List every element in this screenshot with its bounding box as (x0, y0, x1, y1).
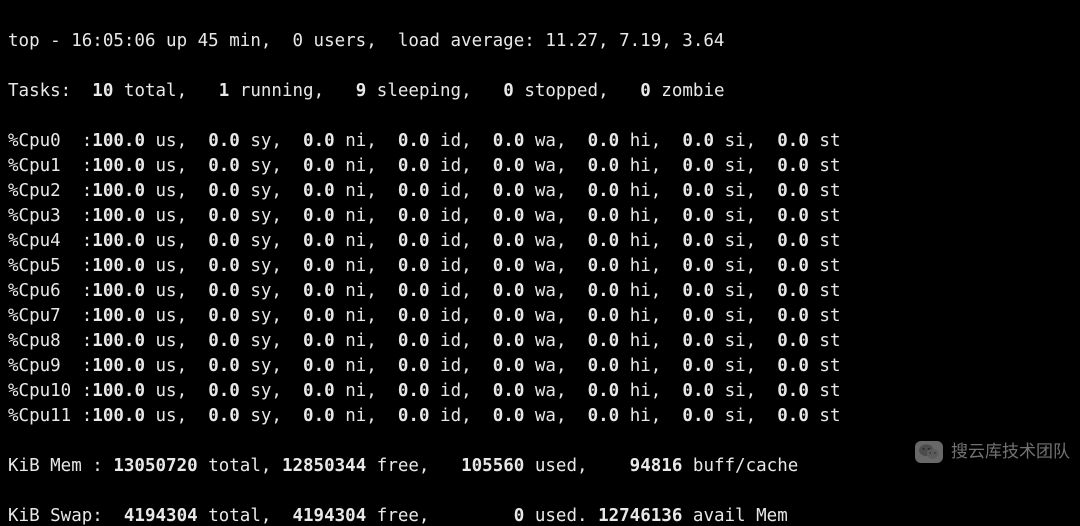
cpu-line: %Cpu4 :100.0 us, 0.0 sy, 0.0 ni, 0.0 id,… (8, 229, 1072, 254)
cpu-line: %Cpu1 :100.0 us, 0.0 sy, 0.0 ni, 0.0 id,… (8, 154, 1072, 179)
cpu-lines: %Cpu0 :100.0 us, 0.0 sy, 0.0 ni, 0.0 id,… (8, 129, 1072, 429)
cpu-line: %Cpu7 :100.0 us, 0.0 sy, 0.0 ni, 0.0 id,… (8, 304, 1072, 329)
cpu-line: %Cpu3 :100.0 us, 0.0 sy, 0.0 ni, 0.0 id,… (8, 204, 1072, 229)
cpu-line: %Cpu8 :100.0 us, 0.0 sy, 0.0 ni, 0.0 id,… (8, 329, 1072, 354)
cpu-line: %Cpu9 :100.0 us, 0.0 sy, 0.0 ni, 0.0 id,… (8, 354, 1072, 379)
swap-line: KiB Swap: 4194304 total, 4194304 free, 0… (8, 504, 1072, 526)
mem-line: KiB Mem : 13050720 total, 12850344 free,… (8, 454, 1072, 479)
tasks-line: Tasks: 10 total, 1 running, 9 sleeping, … (8, 79, 1072, 104)
cpu-line: %Cpu2 :100.0 us, 0.0 sy, 0.0 ni, 0.0 id,… (8, 179, 1072, 204)
cpu-line: %Cpu5 :100.0 us, 0.0 sy, 0.0 ni, 0.0 id,… (8, 254, 1072, 279)
cpu-line: %Cpu0 :100.0 us, 0.0 sy, 0.0 ni, 0.0 id,… (8, 129, 1072, 154)
cpu-line: %Cpu10 :100.0 us, 0.0 sy, 0.0 ni, 0.0 id… (8, 379, 1072, 404)
summary-line: top - 16:05:06 up 45 min, 0 users, load … (8, 29, 1072, 54)
cpu-line: %Cpu6 :100.0 us, 0.0 sy, 0.0 ni, 0.0 id,… (8, 279, 1072, 304)
terminal-output: top - 16:05:06 up 45 min, 0 users, load … (0, 0, 1080, 526)
cpu-line: %Cpu11 :100.0 us, 0.0 sy, 0.0 ni, 0.0 id… (8, 404, 1072, 429)
